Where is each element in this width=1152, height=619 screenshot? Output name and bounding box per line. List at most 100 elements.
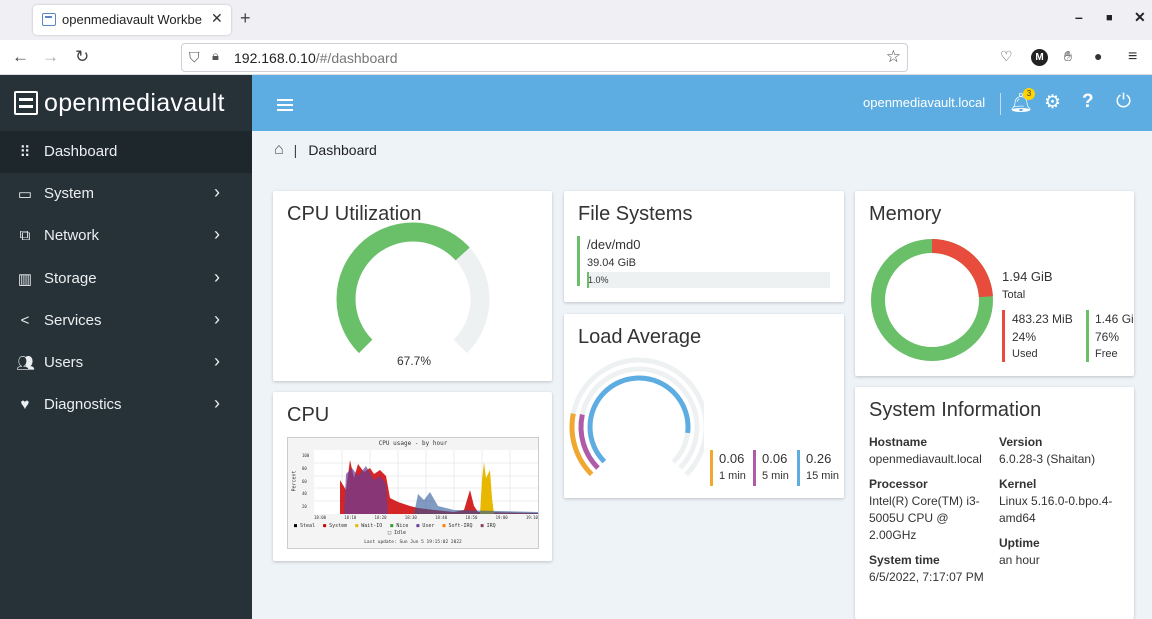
cpu-gauge-value-arc xyxy=(336,222,490,376)
hamburger-menu-icon[interactable] xyxy=(277,99,293,111)
cpu-graph-card: CPU CPU usage - by hour Percent 100 80 60 4… xyxy=(273,392,552,561)
sidebar-item-label: Dashboard xyxy=(44,143,118,160)
card-title: Memory xyxy=(869,203,942,225)
load-1min-label: 1 min xyxy=(719,470,746,482)
lock-icon[interactable]: 🔒︎ xyxy=(212,48,219,63)
share-icon: < xyxy=(20,312,30,329)
graph-last-update: Last update: Sun Jun 5 19:15:02 2022 xyxy=(364,540,462,545)
grid-icon: ⠿ xyxy=(19,144,31,161)
load-average-card: Load Average 0.06 1 min 0.06 5 min 0.26 … xyxy=(564,314,844,498)
fs-usage-label: 1.0% xyxy=(588,275,609,285)
reload-icon[interactable]: ↻ xyxy=(75,47,90,66)
load-15min-label: 15 min xyxy=(806,470,840,482)
address-bar[interactable]: ⛉ 🔒︎ 192.168.0.10/#/dashboard ☆ xyxy=(181,43,908,72)
notification-badge: 3 xyxy=(1023,88,1035,100)
bookmark-star-icon[interactable]: ☆ xyxy=(885,47,901,66)
browser-toolbar: ← → ↻ ⛉ 🔒︎ 192.168.0.10/#/dashboard ☆ ♡ … xyxy=(0,40,1152,75)
menu-icon[interactable]: ≡ xyxy=(1128,48,1138,65)
load-1min-arc xyxy=(569,357,704,497)
memory-used-bar xyxy=(1002,310,1005,362)
storage-icon: ▥ xyxy=(17,271,33,288)
sidebar-item-dashboard[interactable]: ⠿ Dashboard xyxy=(0,131,252,173)
power-icon[interactable]: ⏻ xyxy=(1116,91,1132,112)
sysinfo-left-column: Hostname openmediavault.local Processor … xyxy=(869,434,993,586)
sidebar-item-services[interactable]: < Services › xyxy=(0,300,252,342)
fs-device: /dev/md0 xyxy=(587,237,641,252)
memory-free-bar xyxy=(1086,310,1089,362)
back-icon[interactable]: ← xyxy=(12,47,29,66)
fs-size: 39.04 GiB xyxy=(587,257,636,269)
load-15min-bar xyxy=(797,450,800,486)
hostname-value: openmediavault.local xyxy=(869,452,982,466)
home-icon[interactable]: ⌂ xyxy=(274,141,284,158)
memory-card: Memory 1.94 GiB Total 483.23 MiB 24% Use… xyxy=(855,191,1134,376)
memory-donut xyxy=(871,239,993,361)
chevron-right-icon: › xyxy=(214,351,220,371)
graph-user-area xyxy=(344,466,388,514)
sidebar-item-label: Diagnostics xyxy=(44,396,122,413)
sidebar-item-storage[interactable]: ▥ Storage › xyxy=(0,258,252,300)
card-title: CPU Utilization xyxy=(287,203,422,225)
sidebar-item-network[interactable]: ⧉ Network › xyxy=(0,215,252,257)
chevron-right-icon: › xyxy=(214,393,220,413)
network-icon: ⧉ xyxy=(19,227,31,244)
card-title: Load Average xyxy=(578,326,702,348)
browser-tab-bar: openmediavault Workbe ✕ + – ■ ✕ xyxy=(0,0,1152,40)
extension-m-icon[interactable]: M xyxy=(1031,49,1048,66)
load-5min-value: 0.06 xyxy=(762,451,788,466)
graph-title: CPU usage - by hour xyxy=(378,440,448,447)
help-icon[interactable]: ? xyxy=(1082,91,1094,112)
load-5min-bar xyxy=(753,450,756,486)
pocket-icon[interactable]: ♡ xyxy=(1000,48,1013,64)
cpu-gauge xyxy=(336,222,490,376)
kernel-value: Linux 5.16.0-0.bpo.4-amd64 xyxy=(999,494,1113,525)
new-tab-icon[interactable]: + xyxy=(240,8,251,28)
maximize-icon[interactable]: ■ xyxy=(1106,12,1113,24)
graph-idle-area xyxy=(414,492,538,514)
gear-icon[interactable]: ⚙ xyxy=(1044,92,1062,113)
heart-pulse-icon: ♥ xyxy=(20,396,30,413)
browser-tab[interactable]: openmediavault Workbe ✕ xyxy=(33,5,231,35)
laptop-icon: ▭ xyxy=(17,186,33,203)
system-time-label: System time xyxy=(869,553,940,567)
shield-icon[interactable]: ⛉ xyxy=(189,49,200,65)
system-time-value: 6/5/2022, 7:17:07 PM xyxy=(869,570,984,584)
memory-total-label: Total xyxy=(1002,289,1026,301)
sidebar-item-diagnostics[interactable]: ♥ Diagnostics › xyxy=(0,384,252,426)
app-logo[interactable]: openmediavault xyxy=(14,88,225,118)
forward-icon[interactable]: → xyxy=(42,47,59,66)
card-title: CPU xyxy=(287,404,330,426)
sidebar-item-system[interactable]: ▭ System › xyxy=(0,173,252,215)
file-systems-card: File Systems /dev/md0 39.04 GiB 1.0% xyxy=(564,191,844,302)
sidebar-item-users[interactable]: 👥︎ Users › xyxy=(0,342,252,384)
sidebar-item-label: Network xyxy=(44,227,100,244)
main-content: ⌂ | Dashboard CPU Utilization 67.7% CPU … xyxy=(252,131,1152,619)
url-text: 192.168.0.10/#/dashboard xyxy=(234,50,398,66)
graph-xticks: 18:00 18:10 18:20 18:30 18:40 18:50 19:00 19:10 xyxy=(314,515,538,520)
cpu-utilization-card: CPU Utilization 67.7% xyxy=(273,191,552,381)
sidebar-item-label: Storage xyxy=(44,270,97,287)
top-bar: openmediavault.local 🔔︎ 3 ⚙ ? ⏻ xyxy=(252,75,1152,131)
logo-text: openmediavault xyxy=(44,88,225,117)
chevron-right-icon: › xyxy=(214,309,220,329)
minimize-icon[interactable]: – xyxy=(1075,9,1083,25)
users-icon: 👥︎ xyxy=(16,355,36,372)
load-5min-arc xyxy=(578,366,700,488)
memory-used-percent: 24% xyxy=(1012,330,1037,344)
close-window-icon[interactable]: ✕ xyxy=(1134,9,1146,25)
cpu-usage-graph: CPU usage - by hour Percent 100 80 60 40 20 … xyxy=(287,437,539,549)
breadcrumb-current: Dashboard xyxy=(308,142,377,158)
load-5min-label: 5 min xyxy=(762,470,789,482)
hostname-label: openmediavault.local xyxy=(863,95,986,110)
chevron-right-icon: › xyxy=(214,267,220,287)
chevron-right-icon: › xyxy=(214,182,220,202)
breadcrumb: ⌂ | Dashboard xyxy=(274,141,377,158)
extension-hand-icon[interactable]: ✋︎ xyxy=(1064,48,1072,64)
hostname-label: Hostname xyxy=(869,435,928,449)
graph-plot-area xyxy=(314,450,538,514)
fs-status-bar xyxy=(577,236,580,286)
sysinfo-right-column: Version 6.0.28-3 (Shaitan) Kernel Linux … xyxy=(999,434,1127,569)
close-tab-icon[interactable]: ✕ xyxy=(211,10,223,26)
extension-puzzle-icon[interactable]: ● xyxy=(1094,48,1103,64)
load-average-gauge xyxy=(569,357,704,497)
